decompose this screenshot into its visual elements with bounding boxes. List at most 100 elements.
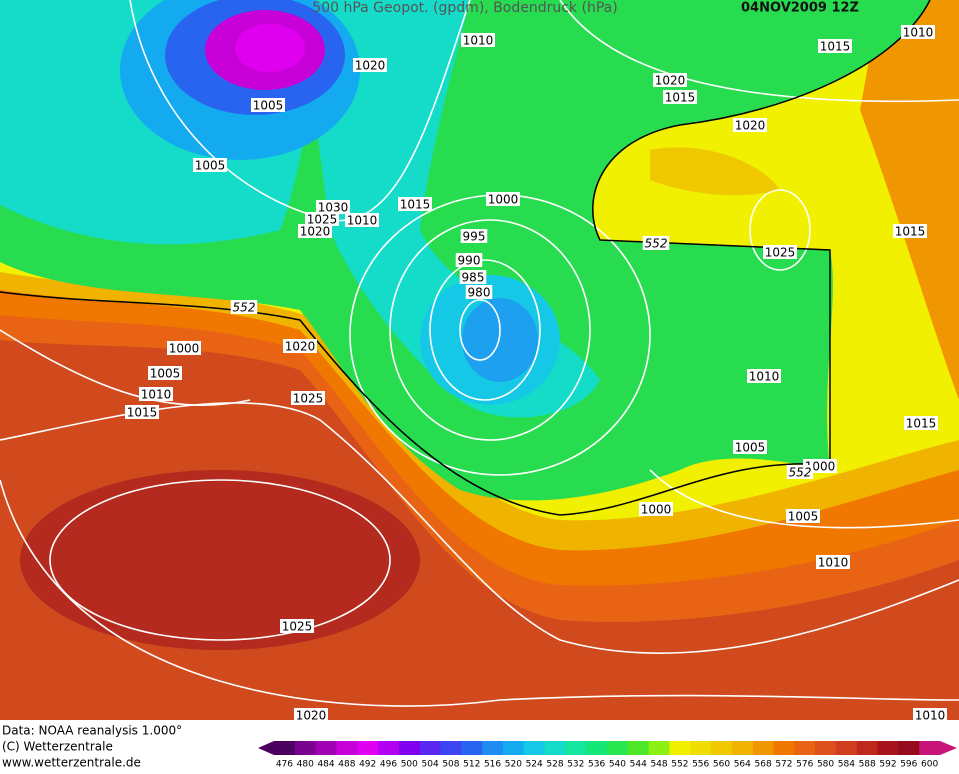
- isobar-label: 1015: [665, 91, 696, 105]
- map-fields: [0, 0, 959, 720]
- colorbar-swatch: [669, 741, 691, 755]
- colorbar-swatch: [419, 741, 441, 755]
- colorbar-swatch: [357, 741, 379, 755]
- colorbar-label: 532: [567, 760, 584, 770]
- colorbar-swatch: [482, 741, 504, 755]
- isobar-label: 1005: [150, 367, 181, 381]
- isobar-label-box: [305, 212, 339, 226]
- isobar-label-box: [461, 33, 495, 47]
- isobar-label: 1015: [895, 225, 926, 239]
- colorbar-swatch: [294, 741, 317, 755]
- footer-url: www.wetterzentrale.de: [2, 756, 141, 770]
- isobar-label: 1020: [300, 225, 331, 239]
- isobar-label: 1015: [400, 198, 431, 212]
- isobar-label-box: [747, 369, 781, 383]
- isobar-label-box: [786, 509, 820, 523]
- colorbar-label: 536: [588, 760, 605, 770]
- colorbar-label: 564: [734, 760, 751, 770]
- isobar-label-box: [913, 708, 947, 722]
- colorbar-label: 520: [505, 760, 522, 770]
- colorbar-label: 584: [838, 760, 855, 770]
- colorbar-label: 560: [713, 760, 730, 770]
- isobar-label-box: [653, 73, 687, 87]
- colorbar-label: 556: [692, 760, 709, 770]
- isobar-label: 1010: [463, 34, 494, 48]
- isobar-label: 1025: [282, 620, 313, 634]
- colorbar-swatch: [315, 741, 337, 755]
- isobar-label: 1000: [169, 342, 200, 356]
- isobar-label: 1020: [355, 59, 386, 73]
- isobar-label-box: [193, 158, 227, 172]
- isobar-label-box: [139, 387, 173, 401]
- isobar-label-box: [283, 339, 317, 353]
- colorbar-label: 488: [338, 760, 355, 770]
- geopotential-label: 552: [645, 237, 668, 251]
- isobar-label: 1030: [318, 201, 349, 215]
- colorbar-swatch: [690, 741, 712, 755]
- isobar-label: 1010: [903, 26, 934, 40]
- colorbar-swatch: [440, 741, 462, 755]
- colorbar-swatch: [544, 741, 566, 755]
- isobar-label-box: [148, 366, 182, 380]
- colorbar-label: 540: [609, 760, 626, 770]
- isobar-label: 1025: [765, 246, 796, 260]
- isobar-label: 1000: [641, 503, 672, 517]
- colorbar-swatch: [856, 741, 879, 755]
- isobar-label-box: [816, 555, 850, 569]
- colorbar-label: 480: [297, 760, 314, 770]
- colorbar-label: 552: [671, 760, 688, 770]
- isobar-label-box: [486, 192, 520, 206]
- colorbar-swatch: [898, 741, 920, 755]
- colorbar-swatch: [627, 741, 650, 755]
- isobar-label-box: [298, 224, 332, 238]
- colorbar: 476 480 484 488 492 496 500 504 508 512 516 520 524 5…: [258, 741, 957, 770]
- isobar-label-box: [291, 391, 325, 405]
- colorbar-swatch: [815, 741, 837, 755]
- footer-copyright: (C) Wetterzentrale: [2, 740, 113, 754]
- isobar-label-box: [316, 200, 350, 214]
- isobar-label: 1025: [293, 392, 324, 406]
- colorbar-label: 500: [401, 760, 418, 770]
- isobar-label-box: [460, 229, 488, 243]
- colorbar-label: 504: [422, 760, 439, 770]
- isobar-label-box: [125, 405, 159, 419]
- colorbar-arrow-right: [940, 741, 957, 755]
- isobar-label: 1005: [735, 441, 766, 455]
- isobar-label-box: [280, 619, 314, 633]
- colorbar-swatch: [773, 741, 795, 755]
- colorbar-label: 600: [921, 760, 938, 770]
- geopotential-label: 552: [789, 466, 812, 480]
- colorbar-swatch: [336, 741, 358, 755]
- isobar-label-box: [901, 25, 935, 39]
- colorbar-swatch: [752, 741, 774, 755]
- colorbar-swatch: [711, 741, 733, 755]
- isobar-label-box: [167, 341, 201, 355]
- isobar-label-box: [663, 90, 697, 104]
- isobar-label: 1025: [307, 213, 338, 227]
- colorbar-label: 544: [630, 760, 647, 770]
- isobar-label-box: [294, 708, 328, 722]
- colorbar-arrow-left: [258, 741, 274, 755]
- geopotential-label-box: [230, 300, 258, 314]
- colorbar-label: 496: [380, 760, 397, 770]
- isobar-label: 1015: [820, 40, 851, 54]
- colorbar-label: 592: [879, 760, 896, 770]
- colorbar-swatch: [607, 741, 629, 755]
- geopotential-label: 552: [233, 301, 256, 315]
- colorbar-label: 484: [317, 760, 334, 770]
- colorbar-swatch: [731, 741, 754, 755]
- colorbar-swatch: [274, 741, 296, 755]
- isobar-label-box: [398, 197, 432, 211]
- isobar-label-box: [353, 58, 387, 72]
- isobar-label-box: [763, 245, 797, 259]
- colorbar-label: 548: [650, 760, 667, 770]
- isobar-label-box: [465, 285, 493, 299]
- isobar-label: 1010: [347, 214, 378, 228]
- colorbar-label: 576: [796, 760, 813, 770]
- footer-source: Data: NOAA reanalysis 1.000°: [2, 724, 182, 738]
- isobar-label: 1005: [253, 99, 284, 113]
- colorbar-label: 588: [859, 760, 876, 770]
- isobar-label: 1005: [195, 159, 226, 173]
- map-date: 04NOV2009 12Z: [741, 1, 859, 16]
